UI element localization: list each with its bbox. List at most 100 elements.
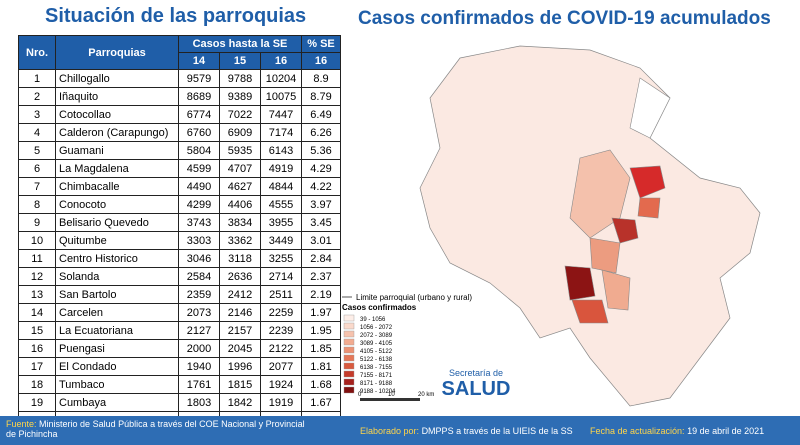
cell: 2146: [219, 303, 261, 322]
cell: 9: [18, 213, 56, 232]
cell: 4599: [178, 159, 220, 178]
cell: 13: [18, 285, 56, 304]
cell: 1.68: [301, 375, 341, 394]
legend-range: 9188 - 10204: [360, 389, 396, 395]
legend-title: Casos confirmados: [342, 303, 417, 312]
cell: 7: [18, 177, 56, 196]
cell: 15: [18, 321, 56, 340]
label: Fuente:: [6, 419, 37, 429]
cell: Guamani: [55, 141, 179, 160]
cell: 4: [18, 123, 56, 142]
cell: Tumbaco: [55, 375, 179, 394]
cell: Chimbacalle: [55, 177, 179, 196]
cell: 3118: [219, 249, 261, 268]
row: 4 Calderon (Carapungo) 6760 6909 7174 6.26: [18, 123, 341, 142]
cell: 4627: [219, 177, 261, 196]
cell: 4406: [219, 195, 261, 214]
header: 15: [219, 52, 261, 70]
header: % SE: [301, 35, 341, 53]
cell: 9788: [219, 69, 261, 88]
legend-range: 8171 - 9188: [360, 381, 393, 387]
legend-swatch: [343, 386, 355, 394]
legend-boundary: Limite parroquial (urbano y rural): [356, 293, 472, 302]
cell: 2412: [219, 285, 261, 304]
cell: 5935: [219, 141, 261, 160]
cell: 1996: [219, 357, 261, 376]
legend-swatch: [343, 330, 355, 338]
legend-range: 39 - 1056: [360, 317, 386, 323]
legend-range: 3089 - 4105: [360, 341, 393, 347]
legend-swatch: [343, 338, 355, 346]
cell: 7447: [260, 105, 302, 124]
cell: 12: [18, 267, 56, 286]
cell: 6774: [178, 105, 220, 124]
cell: 9579: [178, 69, 220, 88]
cell: 3: [18, 105, 56, 124]
cell: Conocoto: [55, 195, 179, 214]
row: 19 Cumbaya 1803 1842 1919 1.67: [18, 393, 341, 412]
legend-swatch: [343, 354, 355, 362]
cell: 6.26: [301, 123, 341, 142]
cell: 3.01: [301, 231, 341, 250]
cell: 1: [18, 69, 56, 88]
footer: Fuente: Ministerio de Salud Pública a tr…: [0, 416, 800, 445]
cell: 14: [18, 303, 56, 322]
cell: 7174: [260, 123, 302, 142]
scale-label: 0: [358, 392, 362, 398]
cell: 5: [18, 141, 56, 160]
label: Elaborado por:: [360, 426, 420, 436]
label: Fecha de actualización:: [590, 426, 685, 436]
cell: 4844: [260, 177, 302, 196]
cell: 2239: [260, 321, 302, 340]
cell: 16: [18, 339, 56, 358]
row: 17 El Condado 1940 1996 2077 1.81: [18, 357, 341, 376]
row: 16 Puengasi 2000 2045 2122 1.85: [18, 339, 341, 358]
cell: Chillogallo: [55, 69, 179, 88]
cell: 1815: [219, 375, 261, 394]
row: 1 Chillogallo 9579 9788 10204 8.9: [18, 69, 341, 88]
cell: Cumbaya: [55, 393, 179, 412]
date: 19 de abril de 2021: [687, 426, 765, 436]
legend-swatch: [343, 362, 355, 370]
cell: 6143: [260, 141, 302, 160]
row: 14 Carcelen 2073 2146 2259 1.97: [18, 303, 341, 322]
header: 16: [301, 52, 341, 70]
cell: 4707: [219, 159, 261, 178]
cell: 2: [18, 87, 56, 106]
cell: La Ecuatoriana: [55, 321, 179, 340]
cell: 1842: [219, 393, 261, 412]
cell: 4.29: [301, 159, 341, 178]
legend-range: 7155 - 8171: [360, 373, 393, 379]
cell: 1.81: [301, 357, 341, 376]
scale-label: 10: [388, 392, 395, 398]
cell: 1803: [178, 393, 220, 412]
cell: 2122: [260, 339, 302, 358]
header: Casos hasta la SE: [178, 35, 302, 53]
row: 6 La Magdalena 4599 4707 4919 4.29: [18, 159, 341, 178]
cell: 3303: [178, 231, 220, 250]
row: 2 Iñaquito 8689 9389 10075 8.79: [18, 87, 341, 106]
cell: 5.36: [301, 141, 341, 160]
cell: 2.37: [301, 267, 341, 286]
cell: 3362: [219, 231, 261, 250]
cell: 1.97: [301, 303, 341, 322]
cell: 10: [18, 231, 56, 250]
map: Limite parroquial (urbano y rural)Casos …: [342, 45, 761, 407]
cell: 6.49: [301, 105, 341, 124]
legend-range: 6138 - 7155: [360, 365, 393, 371]
cell: 2157: [219, 321, 261, 340]
cell: 3743: [178, 213, 220, 232]
legend-range: 5122 - 6138: [360, 357, 393, 363]
row: 3 Cotocollao 6774 7022 7447 6.49: [18, 105, 341, 124]
cell: 2584: [178, 267, 220, 286]
cell: 2636: [219, 267, 261, 286]
cell: 2127: [178, 321, 220, 340]
cell: 6: [18, 159, 56, 178]
made: DMPPS a través de la UIEIS de la SS: [421, 426, 573, 436]
row: 13 San Bartolo 2359 2412 2511 2.19: [18, 285, 341, 304]
row: 7 Chimbacalle 4490 4627 4844 4.22: [18, 177, 341, 196]
cell: 10075: [260, 87, 302, 106]
cell: 6760: [178, 123, 220, 142]
legend-swatch: [343, 370, 355, 378]
logo-line: SALUD: [441, 378, 511, 400]
